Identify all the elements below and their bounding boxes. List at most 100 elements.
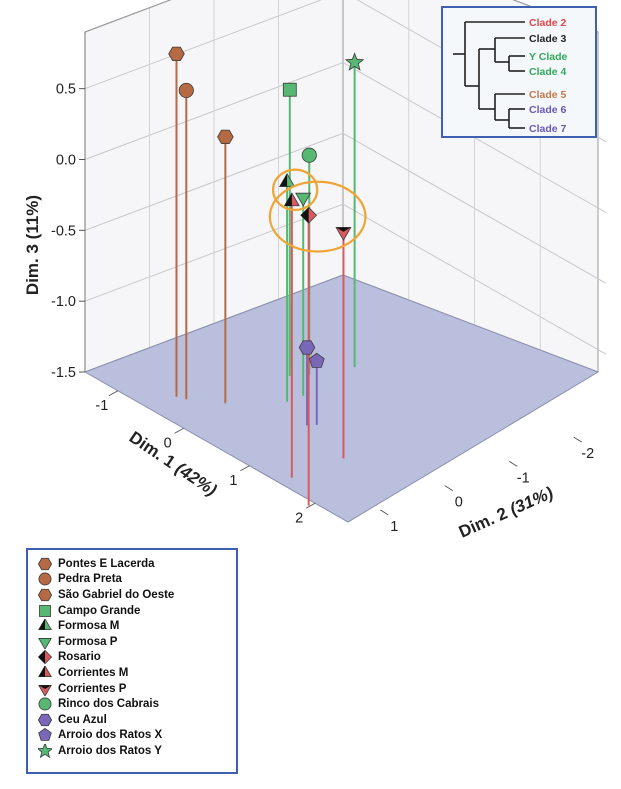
legend-label: Rosario	[58, 651, 101, 664]
x-axis-title-pct: (42%)	[172, 459, 221, 500]
legend-label: Formosa M	[58, 620, 120, 633]
legend-symbol	[38, 619, 52, 631]
z-axis-title: Dim. 3 (11%)	[23, 195, 42, 295]
point-stems	[175, 53, 356, 506]
y-tick-mark	[444, 485, 454, 492]
clade-label-4: Clade 4	[529, 66, 567, 78]
y-tick-mark	[573, 436, 583, 443]
clade-label-7: Clade 7	[529, 123, 567, 135]
legend-symbol	[38, 728, 52, 742]
y-axis-title-main: Dim. 2	[456, 504, 510, 542]
y-tick-label: -1	[517, 470, 530, 486]
y-tick-label: 1	[390, 519, 398, 535]
legend-label: Corrientes P	[58, 682, 127, 695]
y-tick-mark	[379, 509, 389, 516]
legend-marker-2	[38, 588, 52, 602]
legend-item: Rinco dos Cabrais	[38, 696, 230, 712]
legend-symbol	[38, 637, 52, 649]
y-axis-title-pct: (31%)	[507, 483, 556, 519]
point-marker-4	[279, 172, 296, 187]
clade-label-3: Y Clade	[529, 51, 567, 63]
x-tick-label: -1	[95, 398, 108, 414]
legend-item: Campo Grande	[38, 603, 230, 619]
legend-symbol	[38, 713, 52, 726]
clade-label-1: Clade 2	[529, 17, 567, 29]
floor-plane	[83, 274, 600, 523]
legend-marker-12	[38, 743, 52, 758]
z-tick-label: -1.0	[51, 294, 76, 310]
legend-marker-4	[38, 619, 52, 631]
legend-symbol	[38, 684, 52, 696]
legend-marker-6	[38, 650, 52, 665]
legend-label: Rinco dos Cabrais	[58, 698, 159, 711]
legend-item: Pontes E Lacerda	[38, 556, 230, 572]
point-marker-2	[217, 129, 234, 145]
legend-label: Arroio dos Ratos X	[58, 729, 163, 742]
y-tick-label: -2	[581, 446, 594, 462]
legend-label: Formosa P	[58, 635, 118, 648]
legend: Pontes E Lacerda Pedra Preta São Gabriel d…	[26, 548, 238, 774]
point-marker-6	[300, 206, 318, 224]
z-tick-label: 0.5	[56, 82, 76, 98]
legend-item: Arroio dos Ratos X	[38, 728, 230, 744]
argentina-highlight	[268, 180, 367, 253]
legend-label: Pedra Preta	[58, 573, 122, 586]
formosa-highlight	[271, 168, 319, 212]
axis-ticks: -1.5 -1.0 -0.5 0.0 0.5 -1 0 1 2 -2 -1 0 1	[51, 82, 594, 535]
point-marker-11	[308, 352, 325, 368]
clade-label-2: Clade 3	[529, 33, 567, 45]
x-tick-mark	[240, 465, 250, 472]
legend-label: Pontes E Lacerda	[58, 557, 155, 570]
tree-branches	[453, 21, 525, 129]
x-tick-mark	[305, 502, 316, 509]
x-tick-mark	[174, 427, 184, 434]
z-grid-line	[84, 61, 607, 213]
point-marker-12	[344, 52, 365, 71]
phylogeny-tree: Clade 2 Clade 3 Y Clade Clade 4 Clade 5 …	[453, 17, 567, 135]
legend-item: Formosa P	[38, 634, 230, 650]
clade-label-6: Clade 6	[529, 104, 567, 116]
legend-item: Formosa M	[38, 618, 230, 634]
z-tick-label: 0.0	[56, 153, 76, 169]
point-marker-9	[301, 147, 317, 163]
legend-symbol	[39, 604, 51, 617]
legend-marker-8	[38, 684, 52, 696]
x-axis-title-main: Dim. 1	[126, 428, 179, 472]
point-marker-5	[295, 192, 312, 207]
legend-marker-9	[38, 697, 52, 711]
y-axis-title: Dim. 2 (31%)	[456, 483, 556, 542]
legend-item: Corrientes M	[38, 665, 230, 681]
clade-label-5: Clade 5	[529, 89, 567, 101]
legend-symbol	[38, 697, 52, 711]
legend-label: Arroio dos Ratos Y	[58, 744, 162, 757]
legend-label: São Gabriel do Oeste	[58, 588, 175, 601]
z-grid-line	[84, 132, 607, 284]
legend-symbol	[38, 743, 52, 758]
y-tick-mark	[508, 460, 518, 467]
point-markers	[168, 46, 367, 368]
legend-marker-1	[38, 572, 52, 586]
point-marker-0	[168, 46, 185, 62]
legend-label: Campo Grande	[58, 604, 141, 617]
legend-symbol	[38, 665, 52, 677]
legend-symbol	[38, 557, 52, 570]
legend-marker-10	[38, 713, 52, 726]
z-tick-label: -1.5	[51, 365, 76, 381]
z-grid-line	[84, 203, 607, 355]
x-tick-label: 2	[295, 510, 303, 526]
y-tick-label: 0	[455, 495, 463, 511]
point-marker-8	[335, 227, 352, 241]
legend-label: Ceu Azul	[58, 713, 107, 726]
point-marker-7	[283, 192, 300, 207]
legend-label: Corrientes M	[58, 666, 129, 679]
legend-item: Rosario	[38, 650, 230, 666]
legend-item: Pedra Preta	[38, 572, 230, 588]
x-tick-label: 0	[164, 435, 172, 451]
legend-marker-0	[38, 557, 52, 570]
legend-symbol	[38, 588, 52, 602]
x-tick-mark	[108, 390, 119, 397]
legend-marker-5	[38, 637, 52, 649]
legend-symbol	[38, 572, 52, 586]
legend-item: Ceu Azul	[38, 712, 230, 728]
legend-item: Corrientes P	[38, 681, 230, 697]
